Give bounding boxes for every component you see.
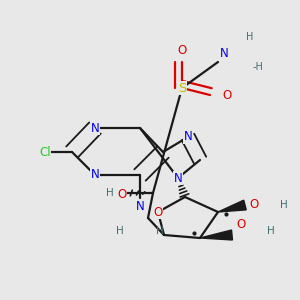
Text: N: N <box>174 172 182 184</box>
Polygon shape <box>200 230 233 240</box>
Text: O: O <box>177 44 187 57</box>
Text: O: O <box>222 88 231 101</box>
Text: H: H <box>267 226 275 236</box>
Text: H: H <box>116 226 124 236</box>
Text: O: O <box>236 218 245 231</box>
Polygon shape <box>218 200 246 212</box>
Text: Cl: Cl <box>39 146 51 158</box>
Text: O: O <box>249 199 258 212</box>
Text: O: O <box>153 206 163 218</box>
Text: N: N <box>91 169 99 182</box>
Text: -H: -H <box>253 62 264 72</box>
Text: H: H <box>106 188 114 198</box>
Text: H: H <box>280 200 288 210</box>
Text: N: N <box>220 47 229 60</box>
Text: S: S <box>178 82 186 94</box>
Text: N: N <box>136 200 144 213</box>
Text: H: H <box>246 32 253 42</box>
Text: N: N <box>184 130 192 143</box>
Text: N: N <box>91 122 99 134</box>
Text: H: H <box>156 226 164 236</box>
Text: O: O <box>118 188 127 202</box>
